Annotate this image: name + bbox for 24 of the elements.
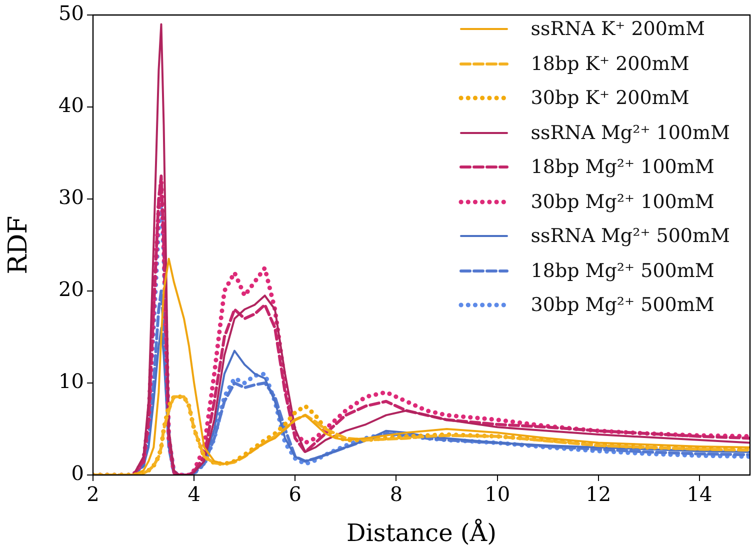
x-tick-label: 6 (288, 482, 302, 506)
y-tick-label: 40 (58, 93, 84, 118)
y-tick-label: 30 (58, 185, 84, 210)
x-tick-label: 14 (686, 482, 712, 506)
y-tick-label: 20 (58, 277, 84, 302)
x-tick-label: 4 (188, 482, 200, 506)
y-tick-label: 0 (71, 461, 84, 486)
y-tick-label: 10 (58, 369, 84, 394)
y-axis-title: RDF (3, 216, 34, 274)
x-axis-title: Distance (Å) (346, 518, 496, 547)
x-tick-label: 10 (484, 482, 510, 506)
x-tick-label: 2 (86, 482, 100, 506)
legend-label: ssRNA Mg²⁺ 500mM (530, 224, 730, 249)
legend-label: 18bp Mg²⁺ 100mM (530, 155, 714, 180)
legend-label: 18bp Mg²⁺ 500mM (530, 258, 714, 284)
y-tick-label: 50 (58, 1, 84, 26)
legend-label: 30bp Mg²⁺ 500mM (530, 293, 714, 318)
x-tick-label: 8 (390, 482, 403, 506)
legend-label: ssRNA K⁺ 200mM (530, 17, 705, 42)
legend-label: 30bp Mg²⁺ 100mM (530, 190, 714, 214)
legend-label: 30bp K⁺ 200mM (530, 86, 690, 111)
x-tick-label: 12 (586, 482, 612, 506)
legend-label: ssRNA Mg²⁺ 100mM (530, 120, 730, 146)
legend-label: 18bp K⁺ 200mM (530, 52, 690, 76)
